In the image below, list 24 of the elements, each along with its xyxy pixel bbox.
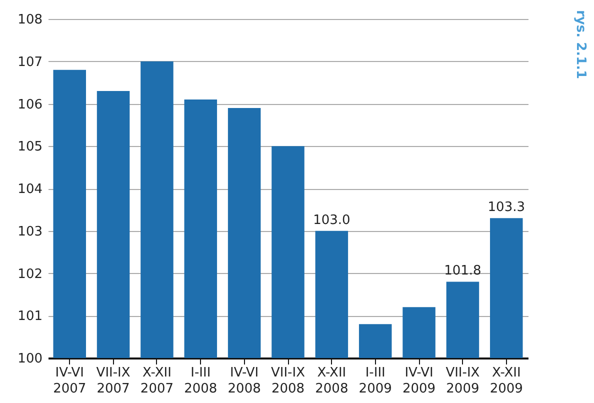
y-tick-label: 101	[18, 309, 42, 324]
y-tick-label: 104	[18, 182, 42, 197]
x-tick-label: X-XII 2009	[490, 366, 523, 396]
y-tick-label: 106	[18, 97, 42, 112]
data-label: 101.8	[444, 264, 482, 279]
y-tick-label: 105	[18, 140, 42, 155]
y-tick-label: 102	[18, 266, 42, 282]
x-tick-label: IV-VI 2008	[228, 366, 261, 396]
x-tick-label: VII-IX 2007	[96, 366, 130, 396]
y-tick-label: 103	[18, 224, 42, 240]
x-tick-label: I-III 2008	[184, 366, 218, 396]
x-tick-label: I-III 2009	[358, 366, 392, 396]
y-tick-label: 108	[18, 12, 42, 28]
x-tick-label: X-XII 2007	[140, 366, 174, 396]
data-label: 103.0	[313, 212, 350, 228]
text: rys. 2.1.1	[573, 10, 588, 80]
x-tick-label: VII-IX 2008	[271, 366, 306, 396]
data-label: 103.3	[488, 200, 525, 216]
x-tick-label: X-XII 2008	[315, 366, 348, 396]
x-tick-label: IV-VI 2009	[402, 366, 436, 396]
y-tick-label: 100	[18, 352, 42, 366]
y-tick-label: 107	[18, 54, 42, 70]
x-tick-label: IV-VI 2007	[53, 366, 86, 396]
x-tick-label: VII-IX 2009	[446, 366, 480, 396]
